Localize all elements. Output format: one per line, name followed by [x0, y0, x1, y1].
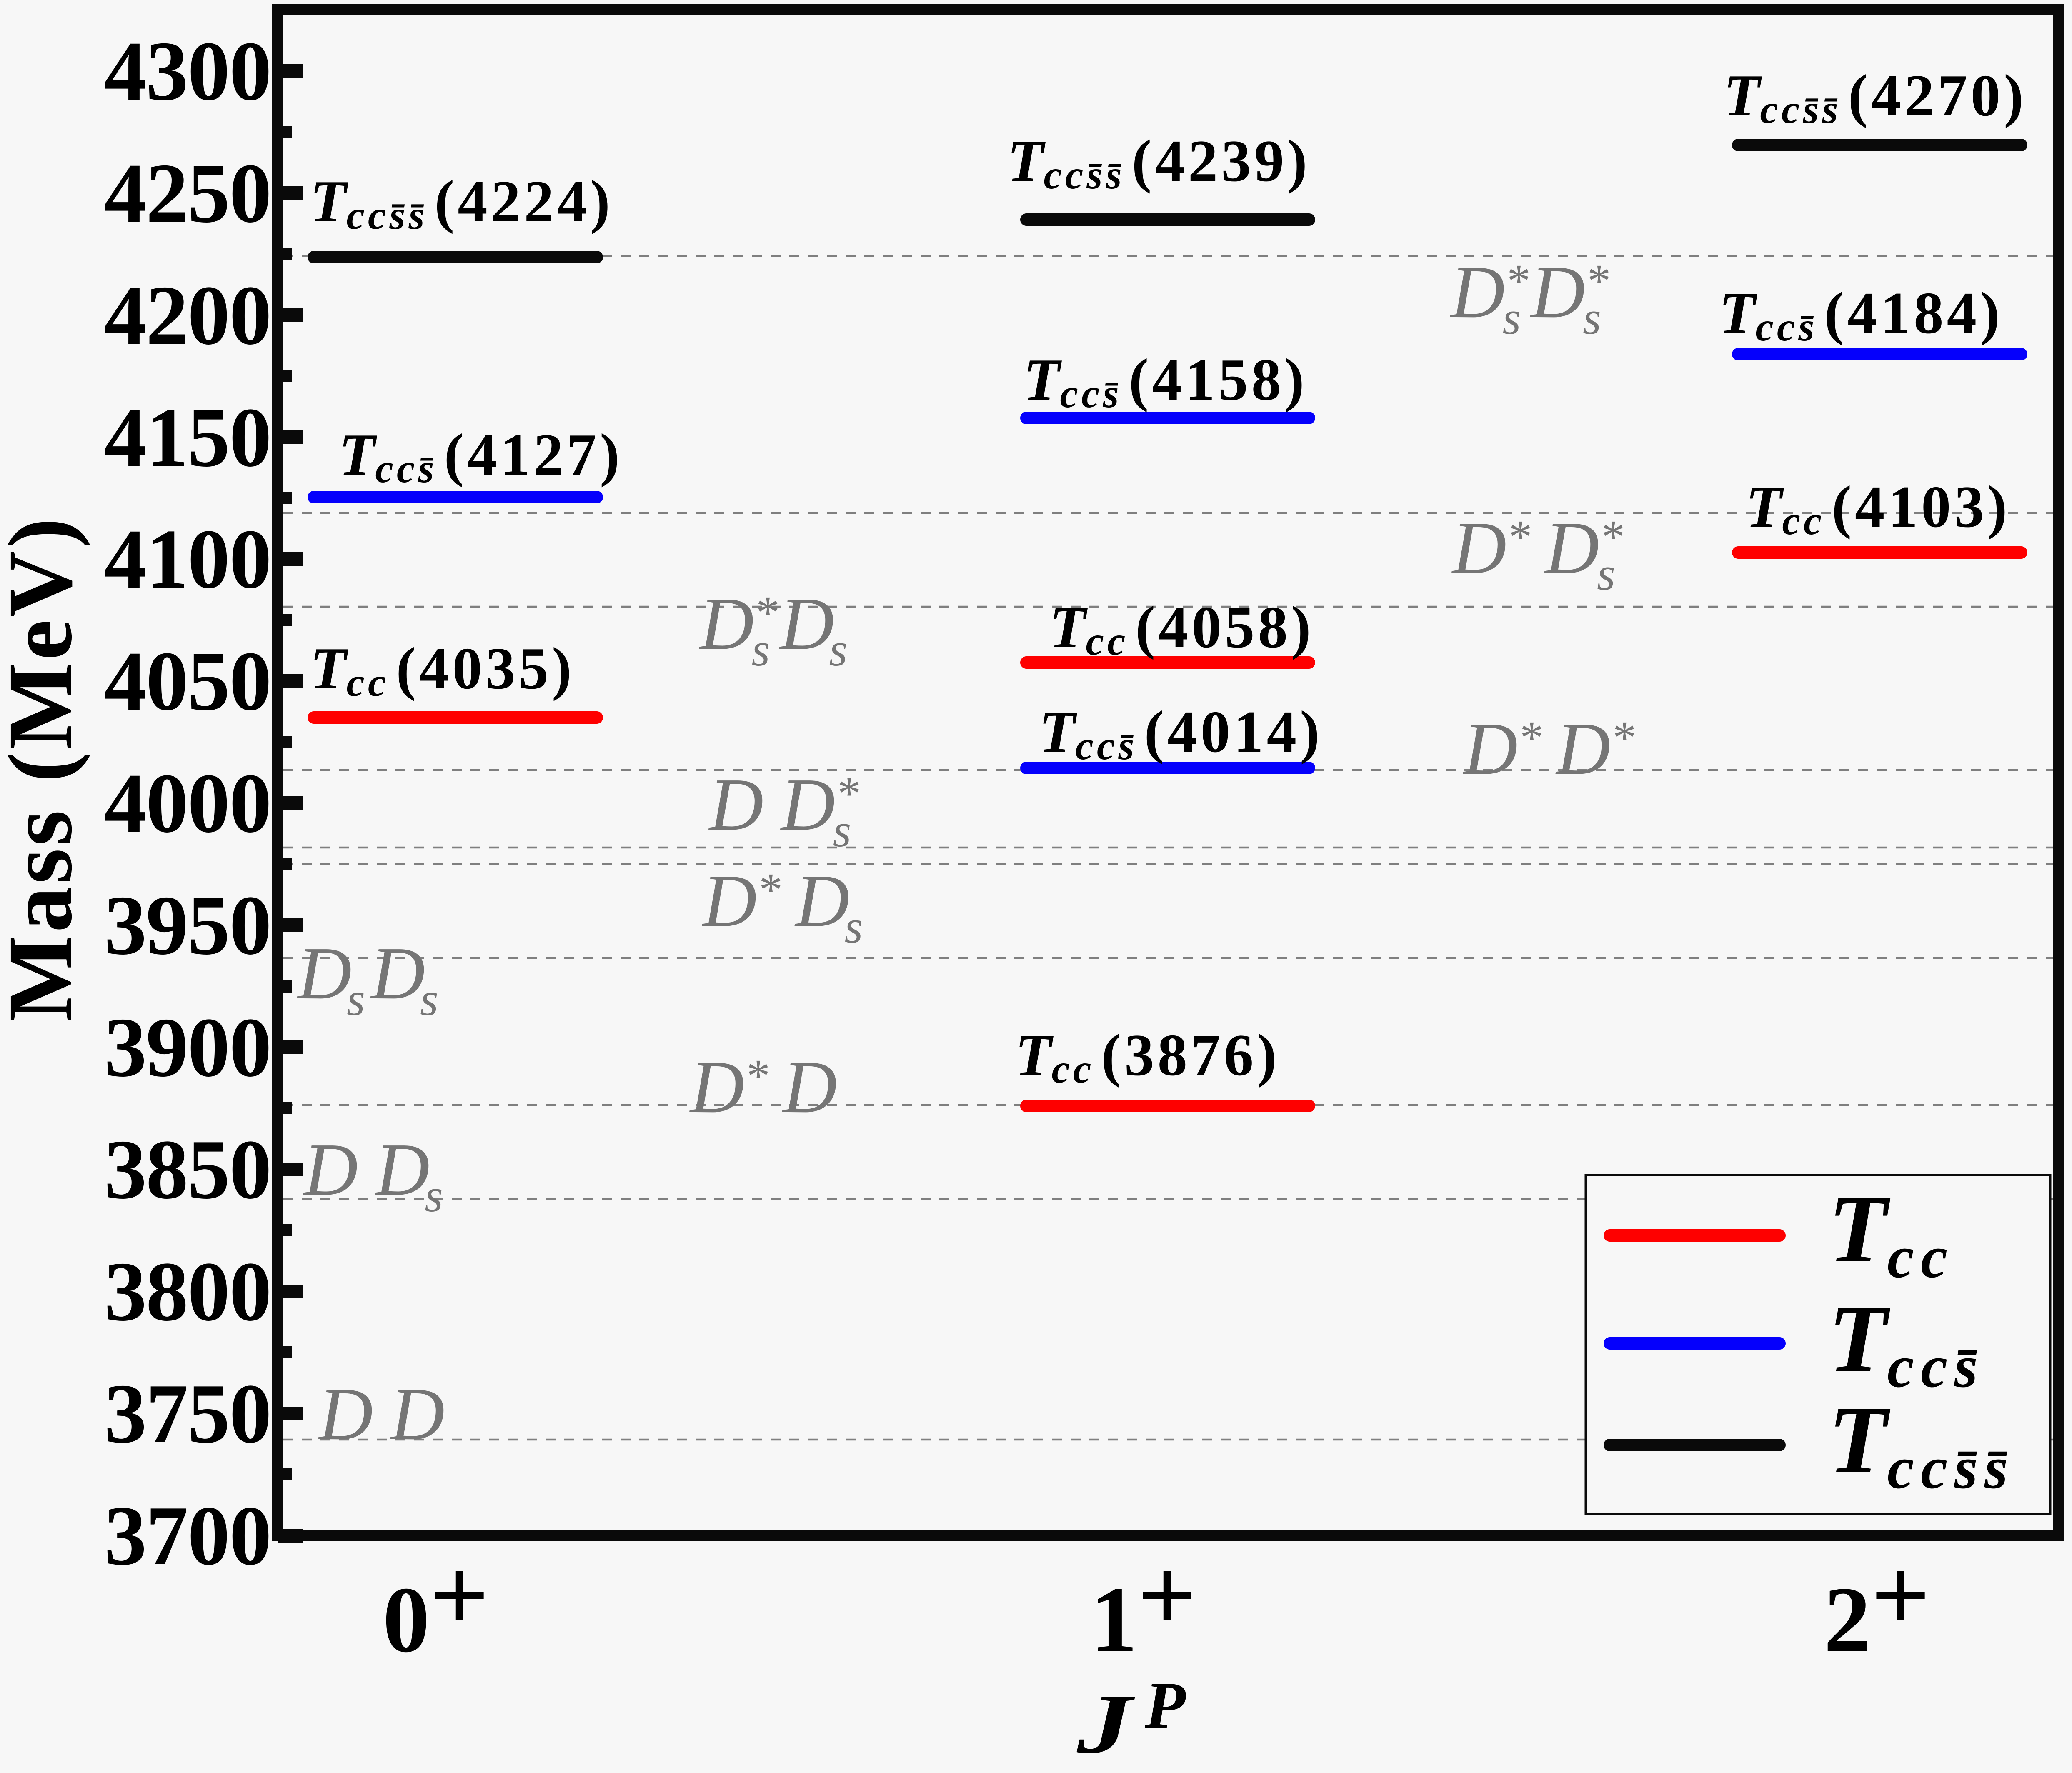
svg-text:3900: 3900 [104, 1000, 271, 1095]
svg-text:4150: 4150 [104, 390, 271, 485]
svg-text:P: P [1144, 1668, 1186, 1742]
svg-text:DDs​: DDs​ [303, 1128, 443, 1222]
svg-text:Tccs̄(4127): Tccs̄ (4127) [339, 422, 623, 491]
svg-text:4050: 4050 [104, 634, 271, 728]
svg-text:Mass (MeV): Mass (MeV) [0, 515, 91, 1022]
svg-text:Tccs̄s̄(4270): Tccs̄s̄ (4270) [1724, 63, 2027, 132]
svg-text:D*​D: D*​D [689, 1045, 837, 1128]
svg-text:D*s​Ds​: D*s​Ds​ [698, 582, 847, 676]
svg-text:Tcc: Tcc [1828, 1175, 1954, 1290]
svg-text:Tccs̄s̄: Tccs̄s̄ [1828, 1386, 2014, 1501]
svg-text:Tcc(4103): Tcc (4103) [1746, 474, 2011, 543]
svg-text:Tccs̄(4158): Tccs̄ (4158) [1023, 347, 1308, 416]
svg-text:D*​D*s​: D*​D*s​ [1451, 506, 1623, 600]
svg-text:4000: 4000 [104, 756, 271, 850]
svg-text:1+: 1+ [1090, 1538, 1196, 1672]
svg-text:Tccs̄s̄(4239): Tccs̄s̄ (4239) [1007, 128, 1311, 198]
svg-text:D*​Ds​: D*​Ds​ [701, 859, 863, 953]
svg-text:Tccs̄(4014): Tccs̄ (4014) [1039, 699, 1323, 768]
svg-text:D*​D*​: D*​D*​ [1462, 707, 1634, 790]
svg-text:3700: 3700 [104, 1489, 271, 1583]
svg-text:Tccs̄: Tccs̄ [1828, 1285, 1984, 1400]
svg-text:Tccs̄(4184): Tccs̄ (4184) [1719, 280, 2003, 350]
svg-text:Tccs̄s̄(4224): Tccs̄s̄ (4224) [310, 168, 613, 238]
svg-text:4200: 4200 [104, 268, 271, 363]
svg-text:J: J [1076, 1677, 1135, 1771]
svg-text:4100: 4100 [104, 512, 271, 606]
svg-text:4250: 4250 [104, 146, 271, 240]
svg-text:DD: DD [318, 1373, 445, 1455]
svg-text:Ds​Ds​: Ds​Ds​ [296, 932, 438, 1025]
svg-text:3950: 3950 [104, 878, 271, 973]
svg-text:D*s​D*s​: D*s​D*s​ [1449, 250, 1609, 344]
svg-text:3850: 3850 [104, 1123, 271, 1217]
svg-text:Tcc(3876): Tcc (3876) [1015, 1022, 1280, 1092]
svg-text:3750: 3750 [104, 1367, 271, 1461]
svg-text:4300: 4300 [104, 24, 271, 118]
svg-text:Tcc(4058): Tcc (4058) [1049, 594, 1314, 664]
svg-text:Tcc(4035): Tcc (4035) [310, 635, 575, 705]
svg-text:DD*s​: DD*s​ [708, 763, 859, 857]
svg-text:3800: 3800 [104, 1245, 271, 1339]
